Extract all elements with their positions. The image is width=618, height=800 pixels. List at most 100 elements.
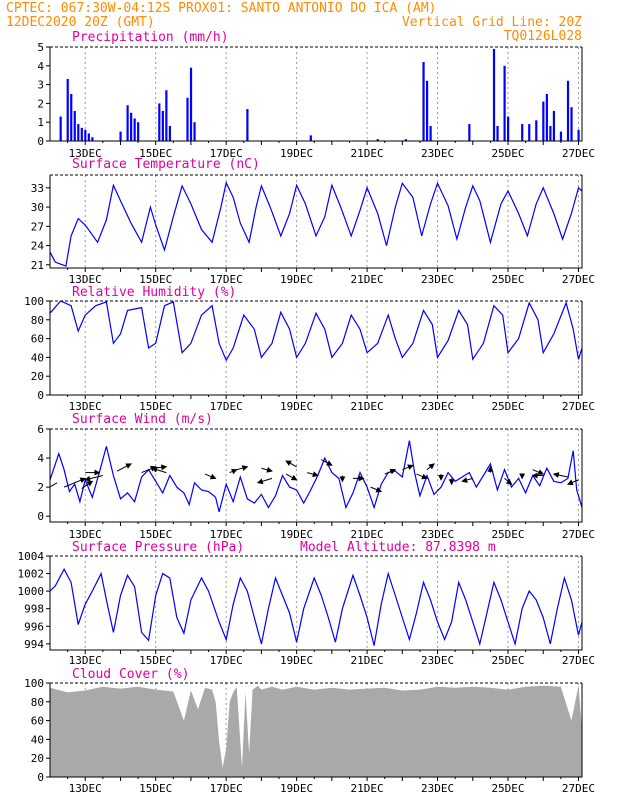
- temp-x-tick-label: 17DEC: [210, 273, 243, 286]
- pres-y-tick-label: 1000: [18, 585, 45, 598]
- precip-bar: [545, 94, 548, 141]
- pres-x-tick-label: 23DEC: [421, 654, 454, 667]
- precip-bar: [126, 105, 129, 141]
- wind-x-tick-label: 17DEC: [210, 528, 243, 541]
- precip-panel: Precipitation (mm/h) 0 1 2 3 4 5 13DEC 15DEC 17DE…: [37, 30, 595, 160]
- precip-plot: [59, 48, 580, 141]
- temp-series-line: [50, 180, 582, 267]
- rh-x-tick-label: 21DEC: [351, 400, 384, 413]
- wind-series-line: [50, 440, 582, 512]
- wind-y-tick-label: 6: [37, 423, 44, 436]
- pres-title: Surface Pressure (hPa): [72, 540, 244, 555]
- cloud-x-tick-label: 25DEC: [491, 782, 524, 795]
- header-model-code: TQ0126L028: [504, 29, 582, 44]
- precip-bar: [309, 135, 312, 141]
- precip-bar: [425, 80, 429, 141]
- precip-bar: [73, 110, 76, 141]
- temp-x-tick-label: 13DEC: [69, 273, 102, 286]
- wind-vector-arrow: [321, 459, 333, 466]
- temp-title: Surface Temperature (nC): [72, 157, 260, 172]
- wind-vector-arrow: [116, 463, 132, 472]
- cloud-x-tick-label: 19DEC: [280, 782, 313, 795]
- precip-y-tick-label: 4: [37, 60, 44, 73]
- precip-bar: [133, 118, 136, 141]
- wind-vector-arrow: [81, 480, 94, 489]
- pres-x-tick-label: 15DEC: [139, 654, 172, 667]
- wind-vector-arrow: [261, 466, 273, 473]
- temp-panel: Surface Temperature (nC) 21 24 27 30 33 13DEC 1…: [31, 157, 595, 286]
- precip-bar: [130, 112, 133, 141]
- precip-bar: [422, 62, 425, 141]
- wind-vector-arrow: [384, 468, 397, 475]
- rh-x-tick-label: 25DEC: [491, 400, 524, 413]
- pres-x-tick-label: 17DEC: [210, 654, 243, 667]
- precip-bar: [186, 97, 189, 141]
- precip-bar: [189, 67, 193, 141]
- wind-vector-arrow: [285, 460, 297, 468]
- wind-x-tick-label: 21DEC: [351, 528, 384, 541]
- rh-y-tick-label: 80: [31, 314, 44, 327]
- precip-x-tick-label: 19DEC: [280, 147, 313, 160]
- header-grid-note: Vertical Grid Line: 20Z: [402, 15, 582, 30]
- pres-y-tick-label: 994: [24, 638, 44, 651]
- wind-vector-arrow: [461, 477, 473, 483]
- cloud-x-tick-label: 13DEC: [69, 782, 102, 795]
- rh-y-tick-label: 0: [37, 389, 44, 402]
- panels: Precipitation (mm/h) 0 1 2 3 4 5 13DEC 15DEC 17DE…: [18, 30, 596, 795]
- wind-y-tick-label: 2: [37, 481, 44, 494]
- pres-x-tick-label: 13DEC: [69, 654, 102, 667]
- precip-x-tick-label: 13DEC: [69, 147, 102, 160]
- cloud-y-tick-label: 60: [31, 715, 44, 728]
- temp-x-tick-label: 19DEC: [280, 273, 313, 286]
- temp-y-tick-label: 27: [31, 220, 44, 233]
- wind-vector-arrow: [63, 477, 87, 488]
- precip-bar: [496, 125, 499, 141]
- rh-x-tick-label: 15DEC: [139, 400, 172, 413]
- precip-x-tick-label: 15DEC: [139, 147, 172, 160]
- rh-y-tick-label: 40: [31, 351, 44, 364]
- wind-vector-arrow: [566, 479, 579, 486]
- precip-bar: [549, 125, 552, 141]
- precip-bar: [376, 139, 379, 141]
- precip-bar: [70, 94, 73, 141]
- precip-bar: [59, 116, 62, 141]
- temp-x-tick-label: 15DEC: [139, 273, 172, 286]
- wind-x-tick-label: 23DEC: [421, 528, 454, 541]
- precip-bar: [503, 65, 506, 141]
- wind-x-tick-label: 15DEC: [139, 528, 172, 541]
- precip-bar: [429, 125, 432, 141]
- precip-bar: [168, 125, 171, 141]
- rh-plot: [50, 301, 582, 362]
- precip-y-tick-label: 5: [37, 41, 44, 54]
- precip-bar: [161, 110, 164, 141]
- rh-y-tick-label: 20: [31, 370, 44, 383]
- wind-vector-arrow: [229, 468, 238, 475]
- precip-bar: [87, 133, 90, 141]
- wind-x-tick-label: 19DEC: [280, 528, 313, 541]
- temp-x-tick-label: 21DEC: [351, 273, 384, 286]
- pres-x-tick-label: 27DEC: [562, 654, 595, 667]
- wind-frame: [49, 429, 583, 523]
- pres-plot: [50, 567, 582, 647]
- wind-vector-arrow: [552, 472, 569, 478]
- rh-y-tick-label: 60: [31, 333, 44, 346]
- temp-y-tick-label: 24: [31, 240, 45, 253]
- wind-vector-arrow: [236, 465, 249, 471]
- wind-vector-arrow: [50, 482, 58, 488]
- rh-x-tick-label: 27DEC: [562, 400, 595, 413]
- wind-title: Surface Wind (m/s): [72, 412, 213, 427]
- pres-x-tick-label: 25DEC: [491, 654, 524, 667]
- wind-y-tick-label: 0: [37, 510, 44, 523]
- precip-bar: [528, 124, 531, 141]
- precip-y-tick-label: 1: [37, 116, 44, 129]
- precip-bar: [521, 124, 524, 141]
- wind-x-tick-label: 25DEC: [491, 528, 524, 541]
- precip-bar: [404, 139, 408, 141]
- pres-y-tick-label: 1002: [18, 568, 45, 581]
- cloud-x-tick-label: 17DEC: [210, 782, 243, 795]
- precip-x-tick-label: 23DEC: [421, 147, 454, 160]
- precip-bar: [468, 124, 471, 141]
- wind-x-tick-label: 27DEC: [562, 528, 595, 541]
- precip-bar: [570, 107, 573, 141]
